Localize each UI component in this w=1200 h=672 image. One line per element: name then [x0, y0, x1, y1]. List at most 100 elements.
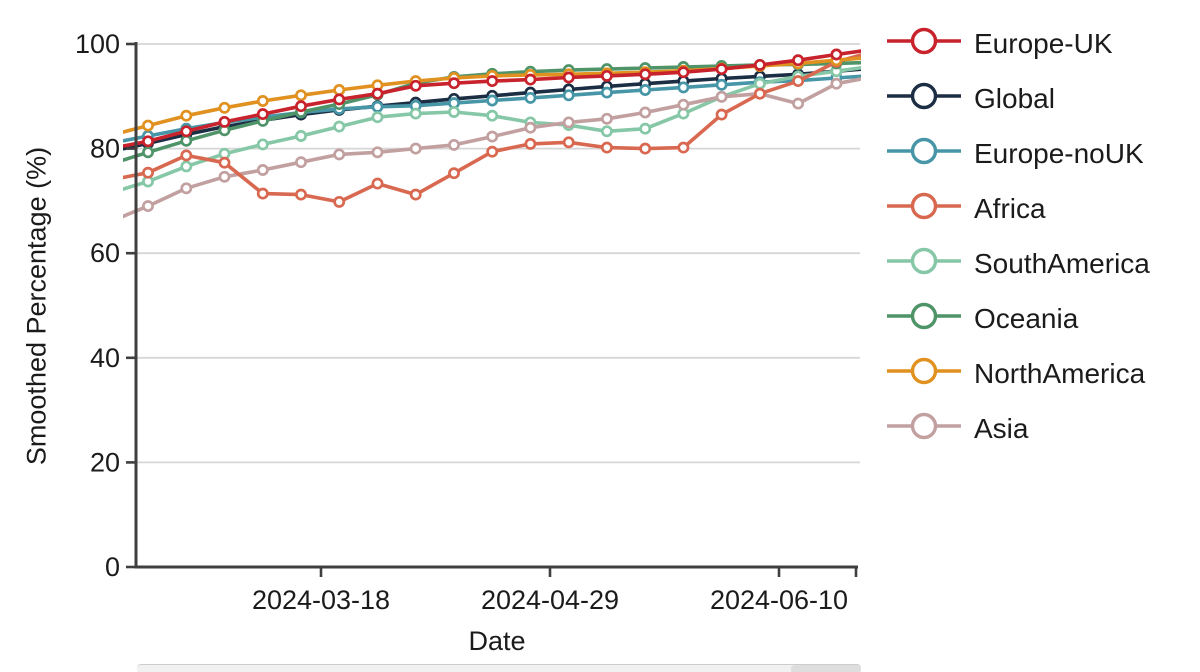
data-point: [792, 54, 805, 67]
data-point: [180, 182, 193, 195]
data-point: [639, 106, 652, 119]
data-point: [562, 116, 575, 129]
data-point: [409, 188, 422, 201]
data-point: [639, 122, 652, 135]
data-point: [715, 108, 728, 121]
series-Europe-UK: [123, 45, 879, 148]
data-point: [333, 93, 346, 106]
data-point: [256, 187, 269, 200]
data-point: [486, 94, 499, 107]
y-tick-label: 100: [75, 29, 120, 59]
data-point: [218, 170, 231, 183]
legend-item-SouthAmerica[interactable]: SouthAmerica: [886, 236, 1150, 291]
data-point: [448, 138, 460, 151]
data-point: [180, 125, 193, 138]
data-point: [256, 108, 269, 121]
legend-label: Oceania: [974, 302, 1079, 334]
data-point: [256, 95, 269, 107]
data-point: [105, 175, 114, 184]
legend-label: Global: [974, 82, 1055, 114]
data-point: [333, 84, 346, 96]
data-point: [639, 68, 652, 81]
y-tick-label: 60: [90, 238, 120, 268]
legend-item-Oceania[interactable]: Oceania: [886, 291, 1150, 346]
data-point: [830, 77, 843, 90]
data-point: [486, 75, 499, 88]
data-point: [562, 71, 575, 84]
data-point: [180, 134, 193, 147]
data-point: [870, 47, 879, 56]
data-point: [142, 119, 154, 132]
data-point: [792, 97, 805, 110]
legend-label: Europe-noUK: [974, 137, 1144, 169]
legend-item-Europe-noUK[interactable]: Europe-noUK: [886, 126, 1150, 181]
data-point: [486, 145, 499, 158]
data-point: [333, 195, 346, 208]
legend-item-NorthAmerica[interactable]: NorthAmerica: [886, 346, 1150, 401]
legend-item-Africa[interactable]: Africa: [886, 181, 1150, 236]
data-point: [600, 112, 613, 125]
line-chart: 0 20 40 60 80 100 2024-03-18 2024-04-29 2024-06-…: [75, 29, 879, 615]
legend-item-Global[interactable]: Global: [886, 71, 1150, 126]
data-point: [180, 149, 193, 162]
data-point: [830, 48, 843, 61]
data-point: [295, 156, 307, 169]
data-point: [295, 188, 307, 201]
data-point: [715, 90, 728, 103]
data-point: [142, 200, 154, 213]
data-point: [524, 73, 537, 86]
y-tick-label: 20: [90, 447, 120, 477]
legend-marker-icon: [886, 80, 962, 117]
data-point: [371, 100, 384, 113]
data-point: [562, 89, 575, 102]
horizontal-scrollbar[interactable]: [137, 664, 861, 672]
data-point: [105, 217, 114, 226]
data-point: [295, 89, 307, 102]
data-point: [180, 160, 193, 173]
data-point: [218, 156, 231, 169]
data-point: [677, 81, 690, 94]
data-point: [333, 148, 346, 161]
data-point: [870, 45, 879, 54]
legend-label: Asia: [974, 412, 1029, 444]
legend-label: Africa: [974, 192, 1046, 224]
data-point: [486, 130, 499, 143]
data-point: [639, 84, 652, 96]
data-point: [600, 125, 613, 138]
data-point: [870, 58, 879, 67]
data-point: [870, 53, 879, 62]
data-point: [105, 189, 114, 198]
data-point: [409, 142, 422, 155]
x-tick-label: 2024-03-18: [252, 585, 390, 615]
data-point: [409, 79, 422, 92]
data-point: [295, 130, 307, 142]
legend-item-Asia[interactable]: Asia: [886, 401, 1150, 456]
scrollbar-thumb[interactable]: [791, 665, 861, 672]
data-point: [524, 121, 537, 134]
data-point: [639, 142, 652, 155]
data-point: [600, 86, 613, 99]
data-point: [409, 107, 422, 120]
data-point: [753, 77, 766, 90]
data-point: [142, 166, 154, 179]
data-point: [448, 77, 460, 90]
data-point: [753, 58, 766, 71]
legend-marker-icon: [886, 135, 962, 172]
data-point: [562, 136, 575, 149]
legend-marker-icon: [886, 25, 962, 62]
data-point: [256, 164, 269, 176]
legend-marker-icon: [886, 355, 962, 392]
data-point: [870, 61, 879, 70]
data-point: [870, 71, 879, 80]
x-tick-label: 2024-04-29: [481, 585, 619, 615]
y-tick-label: 0: [105, 552, 120, 582]
data-point: [371, 177, 384, 190]
data-point: [753, 87, 766, 100]
data-point: [524, 91, 537, 104]
x-tick-label: 2024-06-10: [710, 585, 848, 615]
legend-item-Europe-UK[interactable]: Europe-UK: [886, 16, 1150, 71]
data-point: [371, 87, 384, 100]
legend-marker-icon: [886, 410, 962, 447]
legend-label: NorthAmerica: [974, 357, 1146, 389]
data-point: [371, 111, 384, 124]
